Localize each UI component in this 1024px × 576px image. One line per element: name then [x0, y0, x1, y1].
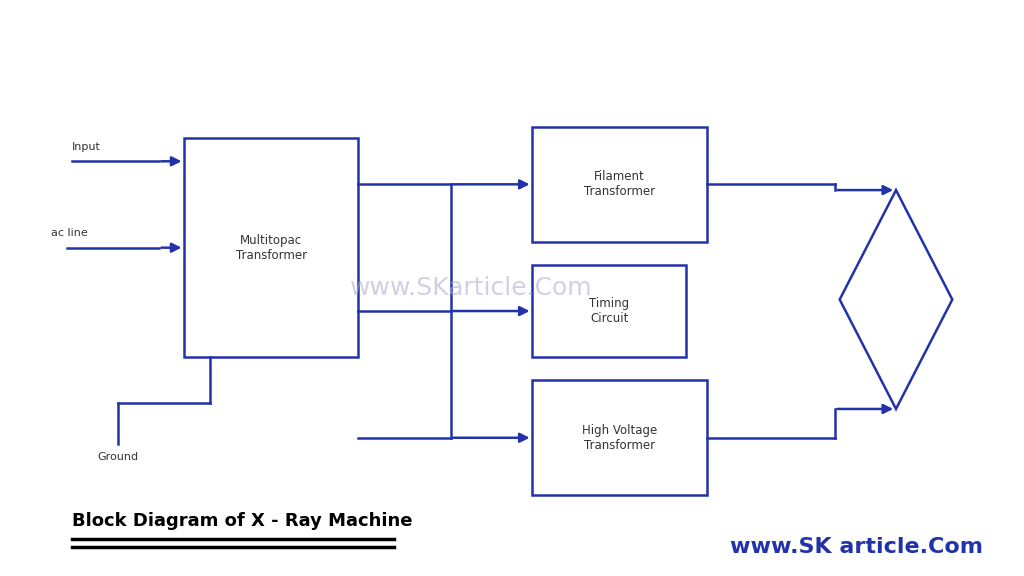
Text: www.SK article.Com: www.SK article.Com — [730, 537, 983, 557]
FancyBboxPatch shape — [184, 138, 358, 357]
Text: Ground: Ground — [97, 452, 138, 462]
Text: Timing
Circuit: Timing Circuit — [589, 297, 630, 325]
FancyBboxPatch shape — [532, 265, 686, 357]
Text: High Voltage
Transformer: High Voltage Transformer — [582, 424, 657, 452]
Text: ac line: ac line — [51, 228, 88, 238]
Text: www.SKarticle.Com: www.SKarticle.Com — [350, 276, 592, 300]
FancyBboxPatch shape — [532, 380, 707, 495]
Text: Input: Input — [72, 142, 100, 152]
Text: Filament
Transformer: Filament Transformer — [584, 170, 655, 198]
Polygon shape — [840, 190, 952, 409]
Text: Multitopac
Transformer: Multitopac Transformer — [236, 234, 307, 262]
Text: Block Diagram of X - Ray Machine: Block Diagram of X - Ray Machine — [72, 512, 413, 530]
FancyBboxPatch shape — [532, 127, 707, 242]
